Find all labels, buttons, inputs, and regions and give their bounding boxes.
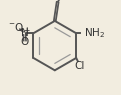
Text: N: N	[20, 28, 28, 38]
Text: $^{-}$O: $^{-}$O	[8, 21, 24, 33]
Text: Cl: Cl	[75, 61, 85, 71]
Text: NH$_2$: NH$_2$	[84, 26, 105, 40]
Text: O: O	[21, 37, 29, 47]
Text: +: +	[23, 26, 30, 35]
